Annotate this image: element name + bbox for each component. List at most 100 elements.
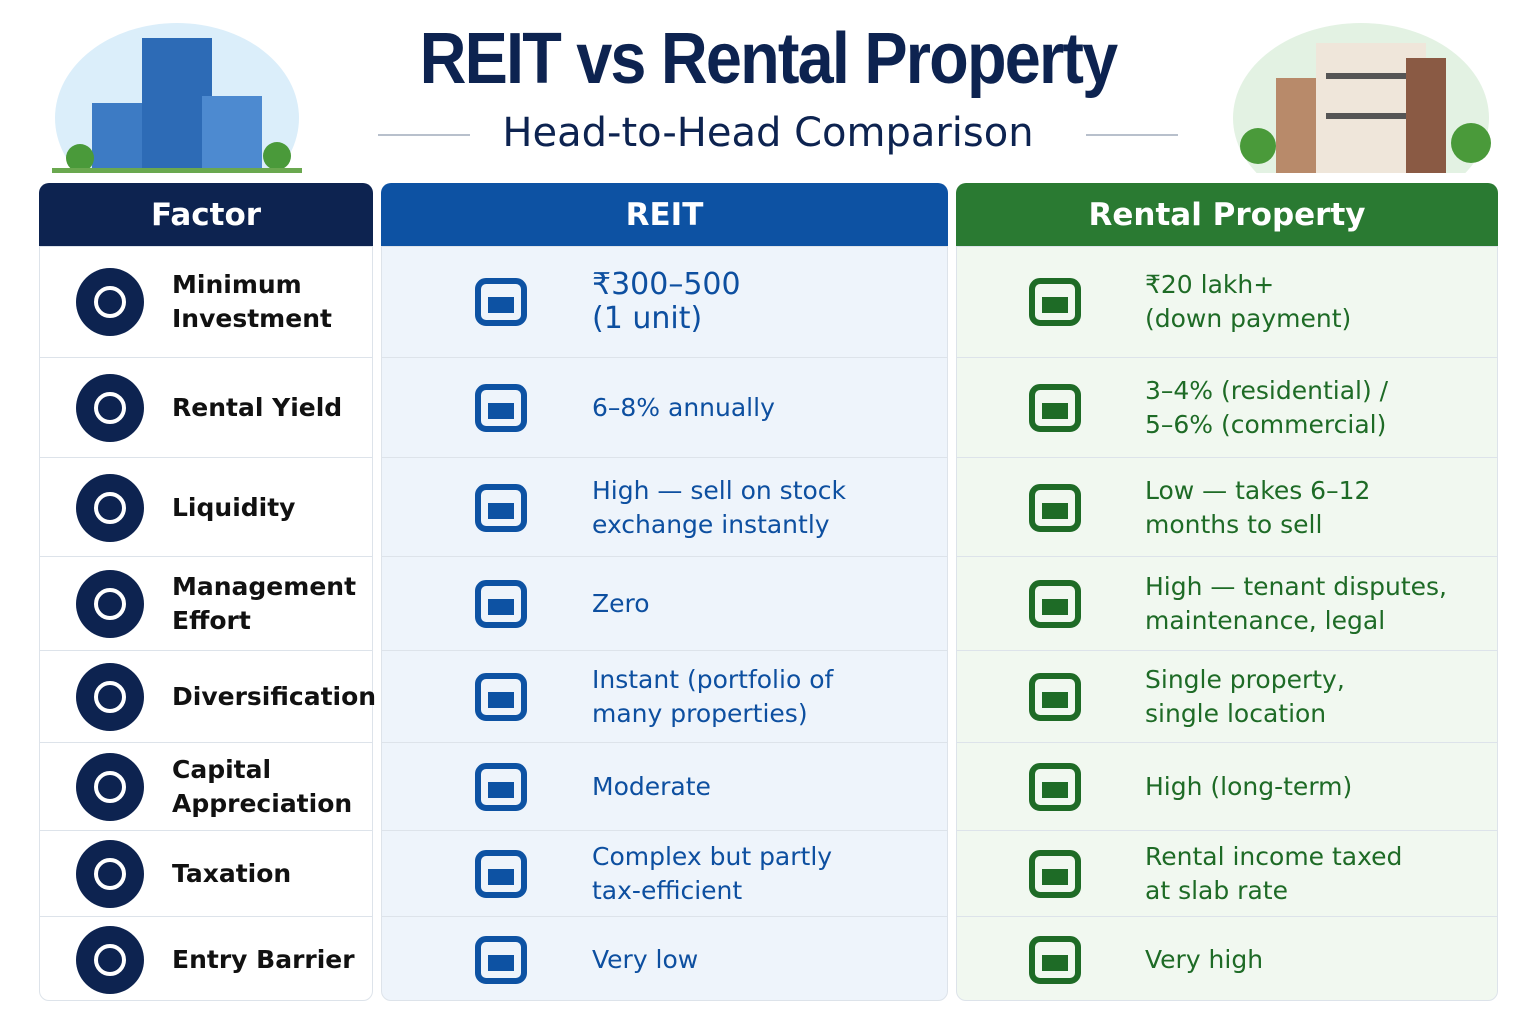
cell-text: Minimum Investment — [172, 247, 332, 357]
cell-text: Very low — [592, 917, 698, 1002]
cell-text: Capital Appreciation — [172, 743, 352, 831]
house-illustration — [1233, 23, 1491, 173]
text-line: many properties) — [592, 699, 808, 728]
cell-text: Zero — [592, 557, 650, 651]
icon — [76, 570, 144, 638]
table-cell: ₹20 lakh+ (down payment) — [957, 247, 1497, 357]
text-line: 6–8% annually — [592, 393, 775, 422]
text-line: Appreciation — [172, 789, 353, 818]
text-line: (down payment) — [1145, 304, 1352, 333]
cell-text: ₹300–500 (1 unit) — [592, 247, 741, 357]
text-line: High — sell on stock — [592, 475, 847, 505]
table-cell: Entry Barrier — [40, 916, 372, 1001]
text-line: at slab rate — [1145, 876, 1288, 905]
cell-text: Low — takes 6–12 months to sell — [1145, 458, 1370, 557]
icon — [475, 580, 527, 628]
text-line: Rental income taxed — [1145, 842, 1403, 871]
table-cell: Minimum Investment — [40, 247, 372, 357]
text-line: single location — [1145, 699, 1327, 728]
office-illustration — [52, 23, 302, 173]
icon — [76, 753, 144, 821]
icon — [76, 840, 144, 908]
column-header: Factor — [39, 183, 373, 246]
text-line: Taxation — [172, 859, 292, 888]
text-line: Effort — [172, 606, 251, 635]
table-cell: Zero — [382, 556, 947, 650]
table-cell: Single property, single location — [957, 650, 1497, 742]
text-line: ₹300–500 — [592, 267, 741, 302]
text-line: Diversification — [172, 682, 377, 711]
text-line: 3–4% (residential) / — [1145, 376, 1389, 405]
cell-text: High — sell on stock exchange instantly — [592, 458, 846, 557]
table-cell: Management Effort — [40, 556, 372, 650]
table-cell: Very high — [957, 916, 1497, 1001]
table-cell: Low — takes 6–12 months to sell — [957, 457, 1497, 556]
text-line: Moderate — [592, 772, 711, 801]
cell-text: Single property, single location — [1145, 651, 1345, 743]
table-cell: Diversification — [40, 650, 376, 742]
text-line: Low — takes 6–12 — [1145, 475, 1371, 505]
text-line: Liquidity — [172, 492, 296, 522]
table-cell: Moderate — [382, 742, 947, 830]
text-line: Management — [172, 572, 357, 601]
divider — [378, 134, 470, 136]
text-line: Complex but partly — [592, 842, 833, 871]
text-line: High — tenant disputes, — [1145, 572, 1448, 601]
cell-text: High (long-term) — [1145, 743, 1352, 831]
table-cell: 3–4% (residential) / 5–6% (commercial) — [957, 357, 1497, 457]
title: REIT vs Rental Property — [419, 19, 1119, 99]
text-line: High (long-term) — [1145, 772, 1353, 801]
cell-text: Moderate — [592, 743, 711, 831]
icon — [475, 673, 527, 721]
text-line: months to sell — [1145, 509, 1323, 539]
table-cell: High — sell on stock exchange instantly — [382, 457, 947, 556]
column-header: Rental Property — [956, 183, 1498, 246]
cell-text: Diversification — [172, 651, 376, 743]
icon — [475, 278, 527, 326]
cell-text: 6–8% annually — [592, 358, 775, 458]
text-line: maintenance, legal — [1145, 606, 1386, 635]
table-cell: Rental income taxed at slab rate — [957, 830, 1497, 916]
table-cell: ₹300–500 (1 unit) — [382, 247, 947, 357]
text-line: Capital — [172, 755, 272, 784]
text-line: exchange instantly — [592, 509, 830, 539]
icon — [76, 268, 144, 336]
table-cell: Instant (portfolio of many properties) — [382, 650, 947, 742]
icon — [1029, 935, 1081, 984]
column-body: ₹300–500 (1 unit) 6–8% annually High — sell… — [381, 246, 948, 1001]
icon — [475, 935, 527, 984]
text-line: Rental Yield — [172, 393, 343, 422]
icon — [475, 763, 527, 811]
icon — [475, 483, 527, 532]
text-line: 5–6% (commercial) — [1145, 410, 1387, 439]
table-cell: Liquidity — [40, 457, 372, 556]
cell-text: 3–4% (residential) / 5–6% (commercial) — [1145, 358, 1388, 458]
text-line: tax-efficient — [592, 876, 743, 905]
cell-text: Liquidity — [172, 458, 295, 557]
icon — [475, 384, 527, 432]
text-line: Investment — [172, 304, 332, 333]
table-cell: Capital Appreciation — [40, 742, 372, 830]
icon — [1029, 763, 1081, 811]
cell-text: Complex but partly tax-efficient — [592, 831, 832, 917]
table-cell: High (long-term) — [957, 742, 1497, 830]
text-line: Very low — [592, 944, 699, 974]
column-body: ₹20 lakh+ (down payment) 3–4% (residential… — [956, 246, 1498, 1001]
text-line: Entry Barrier — [172, 944, 355, 974]
icon — [76, 925, 144, 994]
table-cell: 6–8% annually — [382, 357, 947, 457]
text-line: (1 unit) — [592, 301, 703, 336]
cell-text: Very high — [1145, 917, 1263, 1002]
cell-text: Instant (portfolio of many properties) — [592, 651, 833, 743]
column-header: REIT — [381, 183, 948, 246]
table-cell: Taxation — [40, 830, 372, 916]
icon — [1029, 384, 1081, 432]
cell-text: ₹20 lakh+ (down payment) — [1145, 247, 1351, 357]
icon — [1029, 850, 1081, 898]
icon — [475, 850, 527, 898]
divider — [1086, 134, 1178, 136]
text-line: ₹20 lakh+ — [1145, 270, 1275, 299]
icon — [76, 374, 144, 442]
subtitle: Head-to-Head Comparison — [502, 110, 1034, 156]
